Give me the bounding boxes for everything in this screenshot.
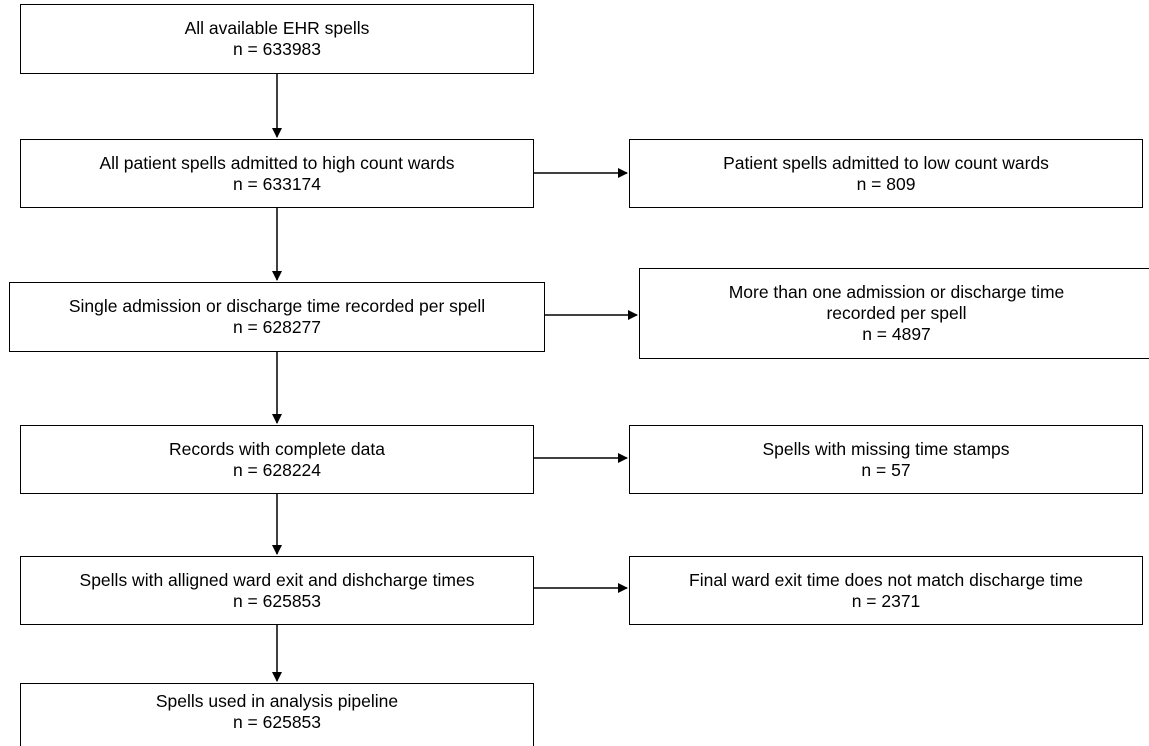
exclusion-multiple-times: More than one admission or discharge tim…	[639, 268, 1149, 359]
step-high-count-wards: All patient spells admitted to high coun…	[20, 139, 534, 208]
step-count: n = 633174	[232, 173, 322, 194]
exclusion-count: n = 57	[861, 459, 911, 480]
step-all-available-spells: All available EHR spells n = 633983	[20, 4, 534, 74]
exclusion-count: n = 4897	[862, 324, 931, 344]
step-count: n = 625853	[232, 590, 322, 611]
exclusion-label: Final ward exit time does not match disc…	[689, 569, 1083, 590]
step-count: n = 628224	[232, 459, 322, 480]
exclusion-label: Spells with missing time stamps	[762, 438, 1010, 459]
step-label: All available EHR spells	[184, 18, 370, 38]
step-count: n = 633983	[232, 39, 322, 59]
exclusion-missing-timestamps: Spells with missing time stamps n = 57	[629, 425, 1143, 494]
step-aligned-exit-discharge: Spells with alligned ward exit and dishc…	[20, 556, 534, 625]
step-count: n = 628277	[232, 317, 322, 337]
step-label: Spells used in analysis pipeline	[155, 691, 399, 711]
exclusion-count: n = 809	[856, 173, 916, 194]
step-analysis-pipeline: Spells used in analysis pipeline n = 625…	[20, 683, 534, 746]
step-single-admission-discharge: Single admission or discharge time recor…	[9, 282, 545, 352]
exclusion-count: n = 2371	[851, 590, 921, 611]
step-label: All patient spells admitted to high coun…	[99, 152, 455, 173]
step-label: Records with complete data	[169, 438, 385, 459]
exclusion-low-count-wards: Patient spells admitted to low count war…	[629, 139, 1143, 208]
step-label: Spells with alligned ward exit and dishc…	[79, 569, 475, 590]
exclusion-exit-mismatch: Final ward exit time does not match disc…	[629, 556, 1143, 625]
exclusion-label: Patient spells admitted to low count war…	[723, 152, 1049, 173]
exclusion-label: More than one admission or discharge tim…	[728, 282, 1065, 323]
step-complete-data: Records with complete data n = 628224	[20, 425, 534, 494]
step-label: Single admission or discharge time recor…	[68, 296, 486, 316]
step-count: n = 625853	[232, 712, 322, 732]
